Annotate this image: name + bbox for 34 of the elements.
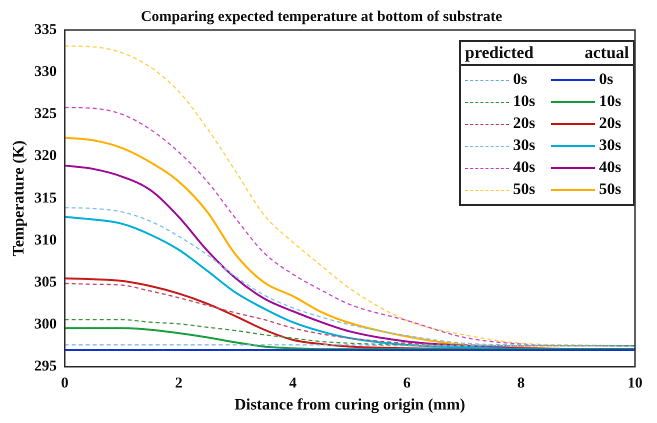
x-tick-label: 10 <box>628 376 642 392</box>
y-tick-label: 310 <box>34 232 57 248</box>
x-tick-label: 6 <box>403 376 412 392</box>
y-tick-label: 330 <box>34 64 57 80</box>
annotation: predicted <box>465 43 534 63</box>
y-tick-label: 325 <box>34 106 57 122</box>
legend-label: 20s <box>513 115 536 133</box>
annotation: actual <box>584 43 629 63</box>
legend-label: 10s <box>599 93 622 111</box>
chart-title: Comparing expected temperature at bottom of substrate <box>140 8 502 25</box>
y-tick-label: 305 <box>34 274 57 290</box>
legend-label: 40s <box>513 159 536 177</box>
legend-label: 50s <box>599 181 622 199</box>
legend-label: 30s <box>513 137 536 155</box>
legend-label: 40s <box>599 159 622 177</box>
y-tick-label: 320 <box>34 148 57 164</box>
legend-label: 10s <box>513 93 536 111</box>
legend-label: 0s <box>599 71 614 89</box>
legend-label: 50s <box>513 181 536 199</box>
y-tick-label: 335 <box>34 22 57 38</box>
x-tick-label: 0 <box>60 376 68 392</box>
legend-label: 30s <box>599 137 622 155</box>
line-series <box>64 327 635 350</box>
x-tick-label: 4 <box>289 376 298 392</box>
x-tick-label: 8 <box>517 376 525 392</box>
x-axis-title: Distance from curing origin (mm) <box>234 396 466 414</box>
y-axis-title: Temperature (K) <box>10 140 28 256</box>
line-series <box>64 319 635 346</box>
legend-label: 0s <box>513 71 528 89</box>
y-tick-label: 295 <box>34 358 57 375</box>
y-tick-label: 300 <box>34 316 57 333</box>
x-tick-label: 2 <box>175 376 183 392</box>
legend-label: 20s <box>599 115 622 133</box>
y-tick-label: 315 <box>34 190 57 206</box>
